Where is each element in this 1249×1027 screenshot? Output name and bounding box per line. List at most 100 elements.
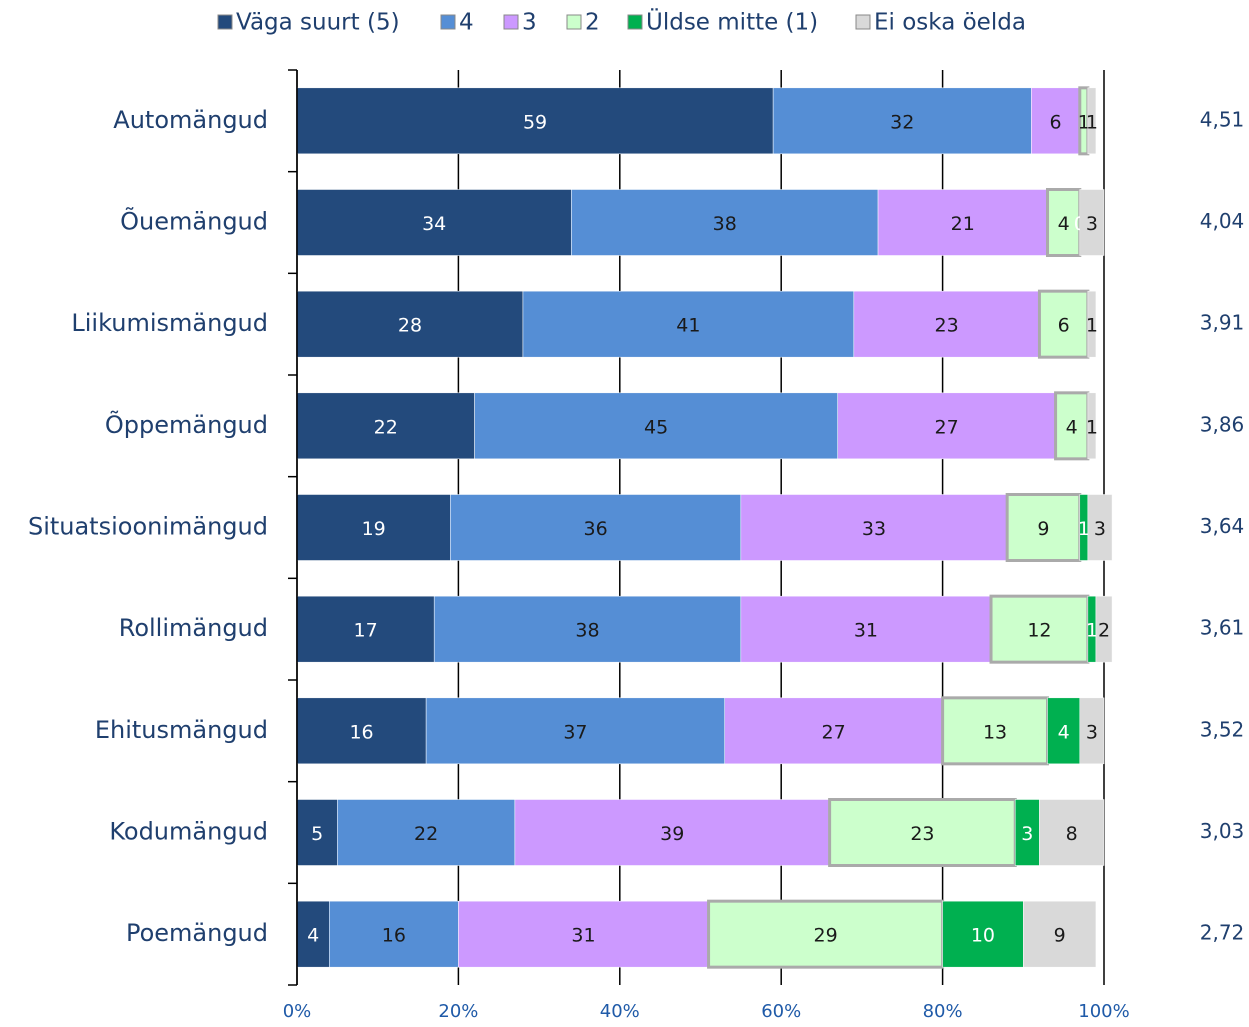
- bar-segment: [1037, 289, 1090, 359]
- data-label: 41: [676, 315, 700, 337]
- legend-swatch: [566, 14, 582, 30]
- average-label: 3,03: [1200, 819, 1245, 843]
- data-label: 3: [1086, 213, 1098, 235]
- data-label: 4: [307, 925, 319, 947]
- data-label: 39: [660, 823, 684, 845]
- bar-segment: [296, 392, 475, 460]
- bar-segment: [433, 595, 742, 663]
- data-label: 23: [910, 823, 934, 845]
- legend-label: Ei oska öelda: [874, 10, 1026, 36]
- bar-segment: [1079, 697, 1105, 765]
- data-label: 59: [523, 111, 547, 133]
- bar-segment: [1087, 392, 1097, 460]
- bar-segment: [1087, 290, 1097, 358]
- bar-segment: [296, 494, 451, 561]
- category-label: Automängud: [113, 106, 268, 134]
- data-label: 9: [1037, 518, 1049, 540]
- data-label: 12: [1027, 620, 1051, 642]
- data-label: 16: [382, 925, 406, 947]
- average-label: 3,64: [1200, 514, 1245, 538]
- bar-segment: [425, 697, 725, 765]
- average-label: 3,91: [1200, 311, 1245, 335]
- average-label: 4,51: [1200, 107, 1245, 131]
- data-label: 45: [644, 416, 668, 438]
- data-label: 4: [1058, 721, 1070, 743]
- legend-label: 3: [522, 10, 537, 36]
- bar-segment: [1031, 87, 1081, 155]
- legend-swatch: [503, 14, 519, 30]
- data-label: 9: [1054, 925, 1066, 947]
- data-label: 1: [1086, 315, 1098, 337]
- data-label: 27: [822, 721, 846, 743]
- category-label: Õppemängud: [105, 409, 268, 439]
- data-label: 17: [354, 620, 378, 642]
- average-label: 2,72: [1200, 921, 1245, 945]
- bar-segment: [522, 290, 855, 358]
- data-label: 16: [349, 721, 373, 743]
- category-label: Kodumängud: [109, 818, 268, 846]
- data-label: 33: [862, 518, 886, 540]
- data-label: 27: [935, 416, 959, 438]
- bar-segment: [296, 189, 572, 256]
- bar-segment: [1079, 189, 1105, 256]
- data-label: 3: [1094, 518, 1106, 540]
- legend-label: Üldse mitte (1): [646, 8, 818, 36]
- bar-segment: [1087, 494, 1113, 561]
- data-label: 36: [583, 518, 607, 540]
- bar-segment: [877, 189, 1048, 256]
- average-label: 3,86: [1200, 412, 1245, 436]
- bar-segment: [329, 900, 459, 968]
- data-label: 1: [1086, 620, 1098, 642]
- data-label: 19: [362, 518, 386, 540]
- data-label: 1: [1086, 111, 1098, 133]
- data-label: 10: [971, 925, 995, 947]
- x-tick-label: 100%: [1078, 1001, 1129, 1022]
- data-label: 31: [854, 620, 878, 642]
- data-label: 1: [1078, 518, 1090, 540]
- bar-segment: [514, 799, 830, 866]
- bar-segment: [941, 696, 1050, 766]
- bar-segment: [837, 392, 1056, 460]
- data-label: 6: [1050, 111, 1062, 133]
- bar-segment: [772, 87, 1032, 155]
- data-label: 6: [1058, 315, 1070, 337]
- average-label: 4,04: [1200, 209, 1245, 233]
- bar-segment: [1087, 87, 1097, 155]
- bar-segment: [296, 87, 774, 155]
- legend-label: 2: [585, 10, 600, 36]
- data-label: 5: [311, 823, 323, 845]
- data-label: 22: [374, 416, 398, 438]
- category-label: Poemängud: [126, 919, 268, 947]
- category-label: Ehitusmängud: [95, 716, 268, 744]
- legend-label: Väga suurt (5): [236, 10, 400, 36]
- legend-label: 4: [459, 10, 474, 36]
- bar-segment: [1023, 900, 1097, 968]
- data-label: 23: [935, 315, 959, 337]
- bar-segment: [989, 594, 1090, 664]
- data-label: 1: [1078, 111, 1090, 133]
- data-label: 38: [575, 620, 599, 642]
- data-label: 2: [1098, 620, 1110, 642]
- bar-segment: [296, 290, 524, 358]
- data-label: 8: [1066, 823, 1078, 845]
- bar-segment: [1095, 595, 1113, 663]
- legend-swatch: [440, 14, 456, 30]
- legend-swatch: [855, 14, 871, 30]
- data-label: 28: [398, 315, 422, 337]
- legend-swatch: [627, 14, 643, 30]
- x-tick-label: 60%: [761, 1001, 801, 1022]
- data-label: 37: [563, 721, 587, 743]
- data-label: 21: [951, 213, 975, 235]
- data-label: 34: [422, 213, 446, 235]
- bar-segment: [1054, 391, 1090, 461]
- bar-segment: [707, 899, 945, 969]
- data-label: 3: [1021, 823, 1033, 845]
- data-label: 4: [1066, 416, 1078, 438]
- bar-segment: [1039, 799, 1105, 866]
- category-label: Situatsioonimängud: [28, 513, 268, 541]
- bar-segment: [296, 697, 427, 765]
- x-tick-label: 40%: [600, 1001, 640, 1022]
- bar-segment: [571, 189, 879, 256]
- data-label: 29: [813, 925, 837, 947]
